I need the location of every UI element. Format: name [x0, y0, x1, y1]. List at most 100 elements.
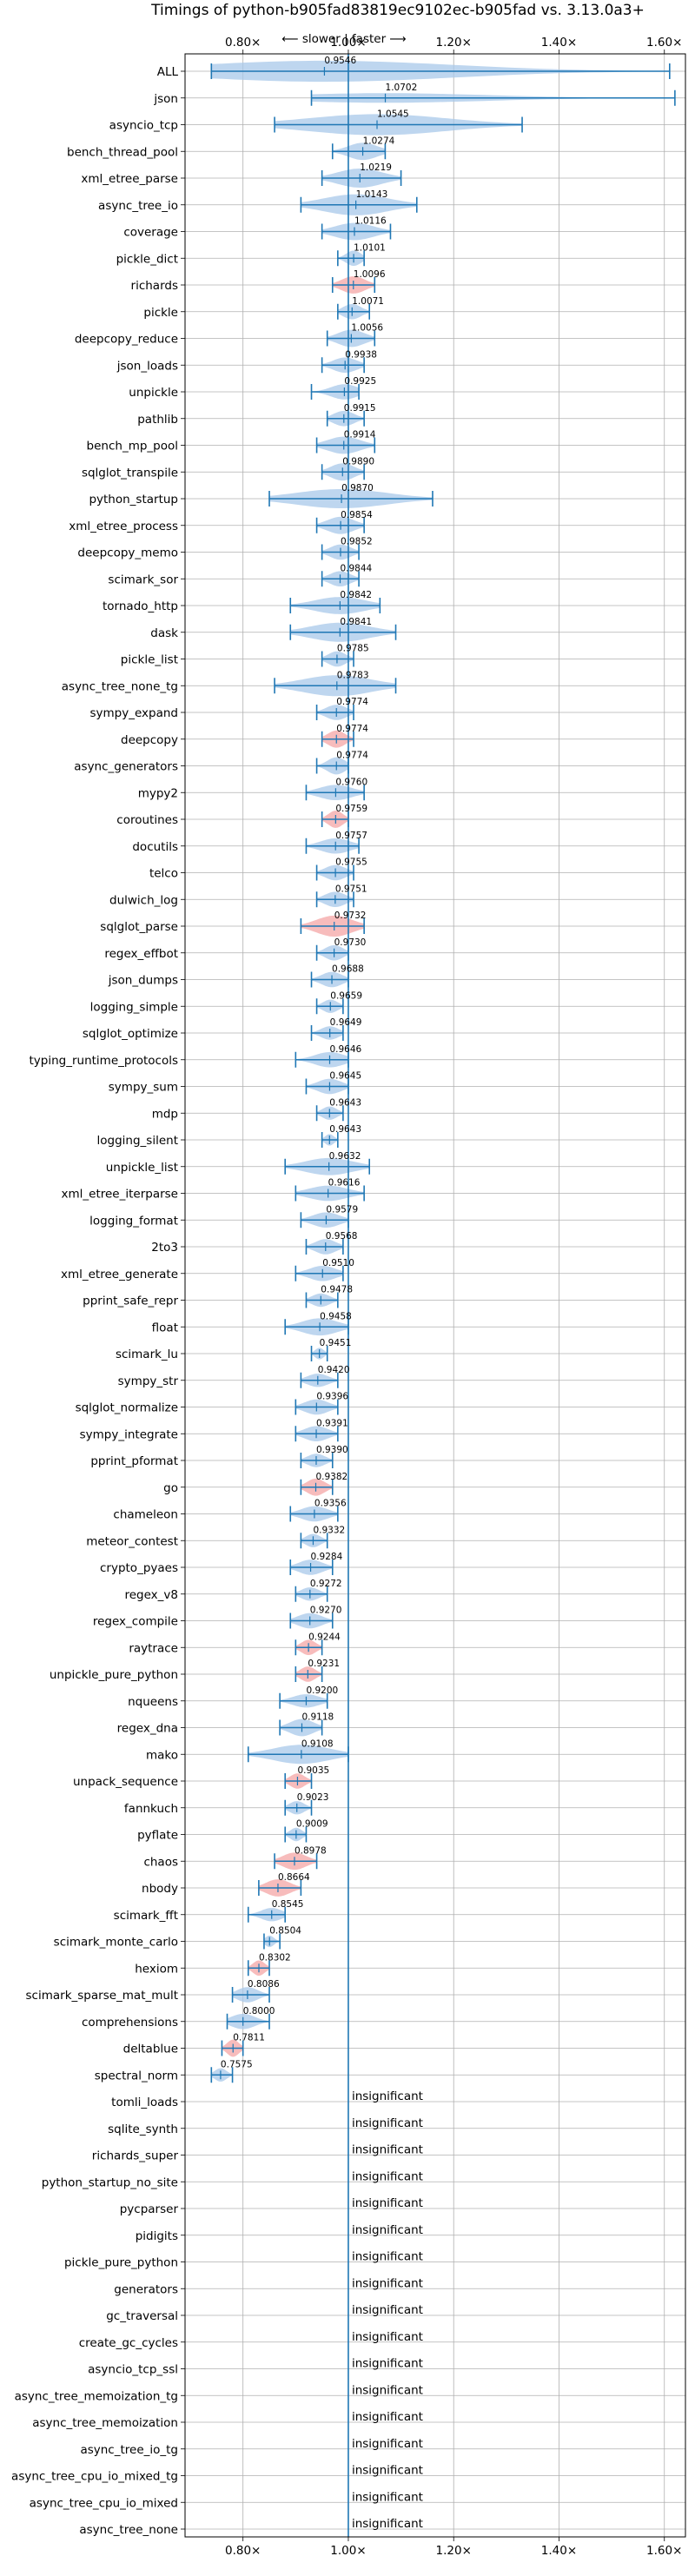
category-label: 2to3 [151, 1241, 178, 1255]
category-label: pprint_pformat [90, 1454, 178, 1468]
value-label: 0.9284 [311, 1552, 343, 1562]
value-label: 0.9035 [297, 1765, 329, 1776]
category-label: chameleon [113, 1508, 178, 1522]
category-label: async_generators [74, 760, 178, 774]
x-tick-label-top: 0.80× [225, 36, 261, 50]
value-label: 0.9458 [320, 1311, 352, 1321]
category-label: fannkuch [124, 1802, 178, 1816]
value-label: 0.9774 [336, 724, 368, 734]
axis-layer: 0.80× 0.80× 1.00× 1.00× 1.20× 1.20× 1.40× 1.40×… [11, 36, 686, 2558]
insignificant-label: insignificant [352, 2223, 423, 2237]
value-label: 0.9451 [320, 1338, 352, 1348]
value-label: 0.9231 [308, 1659, 340, 1669]
value-label: 0.9774 [336, 751, 368, 761]
value-label: 0.9890 [342, 456, 374, 467]
direction-label: ⟵ slower | faster ⟶ [281, 32, 407, 46]
value-label: 0.9755 [335, 858, 367, 868]
category-label: ALL [157, 65, 179, 79]
value-label: 0.7811 [233, 2033, 265, 2043]
insignificant-label: insignificant [352, 2437, 423, 2451]
category-label: sqlite_synth [108, 2122, 178, 2136]
value-label: 0.9852 [341, 537, 373, 547]
insignificant-label: insignificant [352, 2196, 423, 2210]
insignificant-label: insignificant [352, 2116, 423, 2130]
errorbar-layer [210, 54, 676, 2537]
category-label: sqlglot_optimize [83, 1027, 178, 1041]
value-label: 0.9009 [296, 1819, 328, 1830]
category-label: coverage [123, 226, 178, 240]
value-label: 0.9785 [337, 644, 369, 654]
value-label: 0.9645 [329, 1071, 361, 1082]
value-label: 0.9732 [334, 911, 367, 921]
category-label: mako [146, 1748, 178, 1762]
category-label: richards_super [92, 2149, 179, 2163]
value-label: 0.9842 [340, 590, 372, 600]
value-label: 0.8664 [278, 1872, 310, 1883]
violin-layer [211, 60, 675, 2082]
category-label: pyflate [137, 1829, 178, 1843]
category-label: async_tree_io [98, 199, 178, 213]
category-label: sqlglot_transpile [82, 466, 178, 480]
value-label: 1.0274 [363, 136, 395, 146]
category-label: create_gc_cycles [79, 2336, 178, 2350]
x-tick-label-bottom: 1.40× [541, 2544, 577, 2558]
insignificant-label: insignificant [352, 2330, 423, 2344]
value-label: 0.9938 [345, 349, 377, 360]
category-label: go [163, 1481, 178, 1495]
value-label: 0.9420 [318, 1365, 350, 1375]
value-label: 0.9844 [340, 563, 372, 573]
value-label: 0.9108 [301, 1738, 334, 1749]
category-label: richards [131, 279, 178, 293]
category-label: sqlglot_parse [100, 920, 178, 934]
category-label: sympy_integrate [80, 1427, 178, 1441]
category-label: scimark_sparse_mat_mult [26, 1989, 178, 2003]
value-label: 0.9841 [340, 617, 372, 627]
value-label: 0.9272 [310, 1579, 342, 1589]
value-label: 0.9478 [321, 1285, 353, 1295]
category-label: typing_runtime_protocols [30, 1054, 179, 1068]
value-label: 0.9382 [315, 1472, 348, 1482]
value-label: 0.9332 [313, 1525, 345, 1535]
value-label: 0.8978 [295, 1845, 327, 1856]
value-label: 0.9870 [341, 483, 374, 493]
category-label: spectral_norm [95, 2069, 178, 2083]
grid-layer [185, 54, 685, 2537]
category-label: sympy_expand [89, 706, 178, 720]
category-label: dulwich_log [109, 893, 178, 907]
category-label: async_tree_memoization [32, 2416, 178, 2430]
x-tick-label-top: 1.00× [330, 36, 366, 50]
value-label: 1.0096 [354, 269, 386, 280]
category-label: scimark_lu [116, 1348, 178, 1361]
value-label: 0.9118 [301, 1712, 334, 1723]
category-label: python_startup [89, 493, 178, 507]
category-label: asyncio_tcp_ssl [88, 2363, 178, 2377]
category-label: async_tree_cpu_io_mixed [30, 2496, 178, 2510]
category-label: telco [149, 867, 178, 881]
value-label: 1.0116 [354, 216, 387, 227]
category-label: logging_silent [97, 1134, 178, 1148]
category-label: json [153, 92, 178, 106]
insignificant-label: insignificant [352, 2276, 423, 2290]
value-label: 0.9579 [326, 1204, 358, 1215]
insignificant-label: insignificant [352, 2303, 423, 2317]
category-label: unpickle_list [106, 1161, 178, 1175]
category-label: xml_etree_iterparse [62, 1188, 179, 1202]
value-label: 0.9760 [335, 777, 367, 787]
value-label: 0.9757 [335, 831, 367, 841]
category-label: mdp [152, 1107, 178, 1121]
category-label: deepcopy [121, 733, 178, 747]
category-label: chaos [143, 1855, 178, 1869]
category-label: pickle_pure_python [64, 2256, 178, 2270]
insignificant-label: insignificant [352, 2089, 423, 2103]
value-label: 1.0056 [351, 323, 383, 334]
insignificant-label: insignificant [352, 2143, 423, 2157]
category-label: hexiom [135, 1962, 178, 1976]
category-label: tornado_http [103, 599, 178, 613]
category-label: unpickle [129, 386, 178, 400]
category-label: scimark_sor [108, 573, 178, 586]
category-label: sympy_sum [109, 1081, 178, 1095]
category-label: logging_format [89, 1214, 178, 1228]
category-label: python_startup_no_site [42, 2175, 178, 2189]
